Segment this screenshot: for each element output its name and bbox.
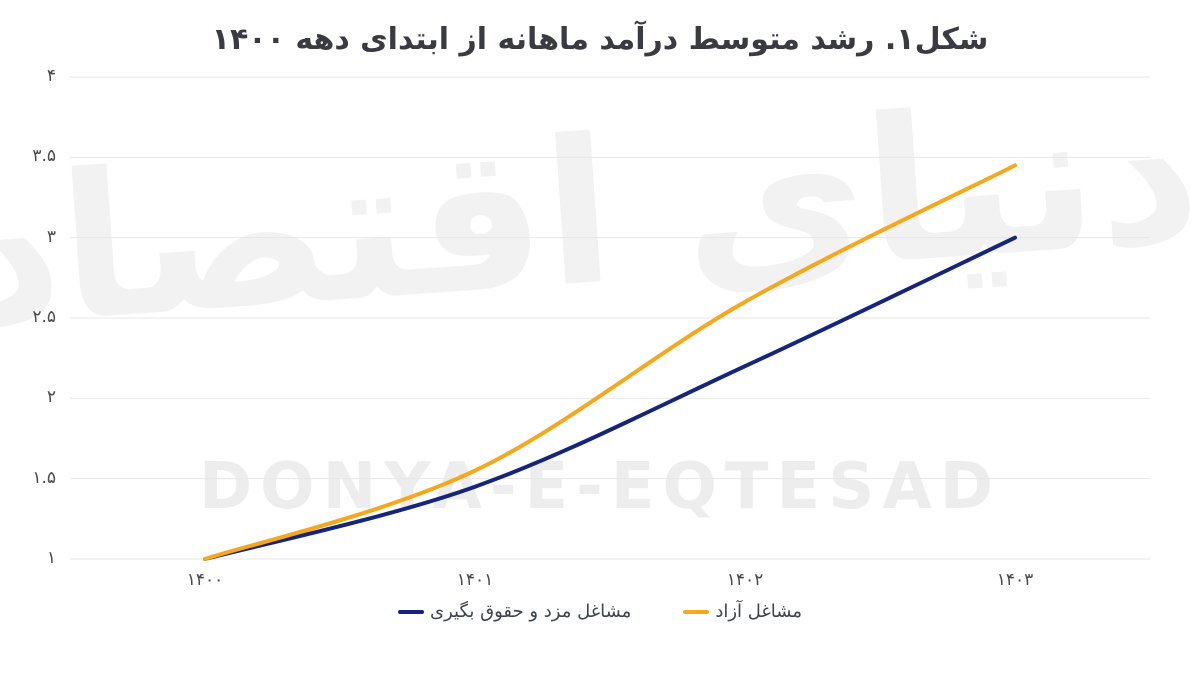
y-tick-label: ۱ (46, 548, 56, 568)
y-tick-label: ۳.۵ (32, 146, 56, 167)
legend-item-label: مشاغل مزد و حقوق بگیری (430, 601, 632, 622)
legend-swatch (683, 609, 710, 614)
chart-title: شکل۱. رشد متوسط درآمد ماهانه از ابتدای د… (211, 22, 989, 57)
legend-swatch (398, 609, 425, 614)
y-tick-label: ۱.۵ (32, 467, 56, 488)
x-tick-label: ۱۴۰۰ (186, 570, 224, 590)
series-line-self-employed (203, 163, 1017, 561)
series-line-wage-salary-jobs (203, 235, 1017, 561)
legend-item-wage-salary-jobs[interactable]: مشاغل مزد و حقوق بگیری (398, 601, 631, 622)
x-tick-label: ۱۴۰۳ (996, 570, 1034, 590)
y-tick-label: ۲ (46, 387, 56, 408)
legend-item-label: مشاغل آزاد (715, 601, 802, 622)
y-tick-label: ۴ (46, 66, 56, 86)
y-tick-label: ۳ (46, 226, 56, 247)
legend-item-self-employed[interactable]: مشاغل آزاد (683, 601, 802, 622)
x-tick-label: ۱۴۰۲ (726, 570, 764, 590)
x-tick-label: ۱۴۰۱ (456, 570, 494, 590)
legend: مشاغل مزد و حقوق بگیری مشاغل آزاد (0, 601, 1200, 622)
y-tick-label: ۲.۵ (32, 307, 56, 327)
